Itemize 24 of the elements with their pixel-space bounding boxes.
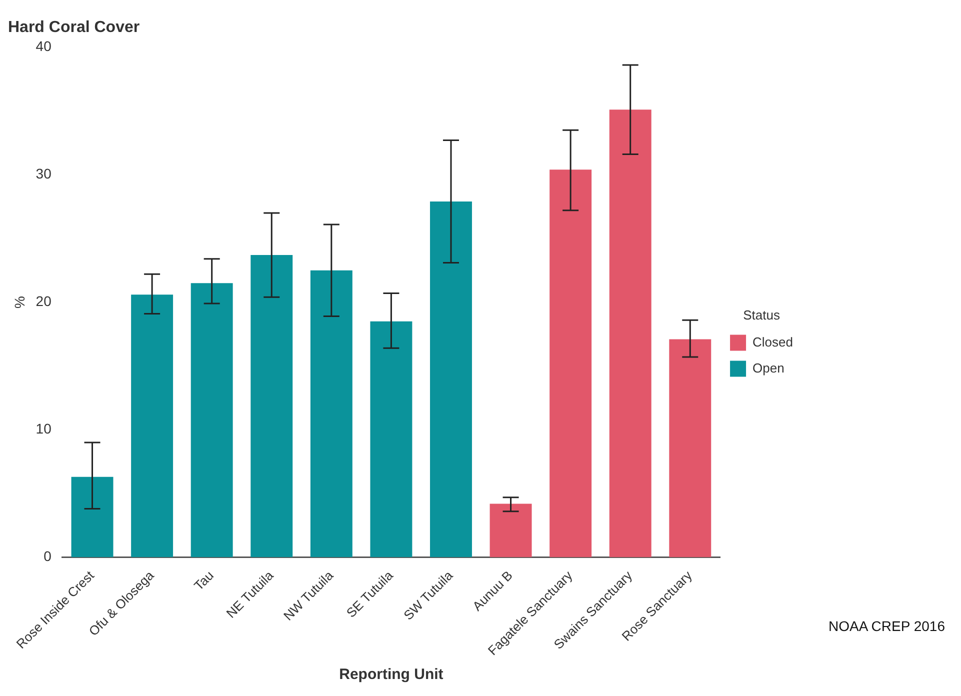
bar <box>490 504 532 558</box>
bar <box>609 110 652 558</box>
y-tick-label: 30 <box>36 166 52 182</box>
y-tick-label: 40 <box>36 38 52 54</box>
x-axis-title: Reporting Unit <box>339 666 444 684</box>
y-tick-label: 0 <box>44 548 52 564</box>
bar <box>131 294 174 558</box>
bar <box>190 283 233 558</box>
y-tick-label: 20 <box>36 293 52 310</box>
bar <box>550 170 592 558</box>
y-axis-title: % <box>11 296 28 308</box>
x-tick-label: Tau <box>191 568 216 594</box>
chart-title: Hard Coral Cover <box>8 19 140 36</box>
legend-label: Closed <box>752 334 793 350</box>
bar <box>250 255 293 558</box>
bar <box>71 476 114 558</box>
y-tick-label: 10 <box>36 420 52 437</box>
text: NOAA CREP 2016 <box>828 618 945 634</box>
legend-title: Status <box>743 307 780 322</box>
bar <box>669 339 712 558</box>
bar <box>310 270 352 558</box>
legend-label: Open <box>752 360 784 376</box>
bar <box>370 321 412 558</box>
bar <box>430 201 472 558</box>
